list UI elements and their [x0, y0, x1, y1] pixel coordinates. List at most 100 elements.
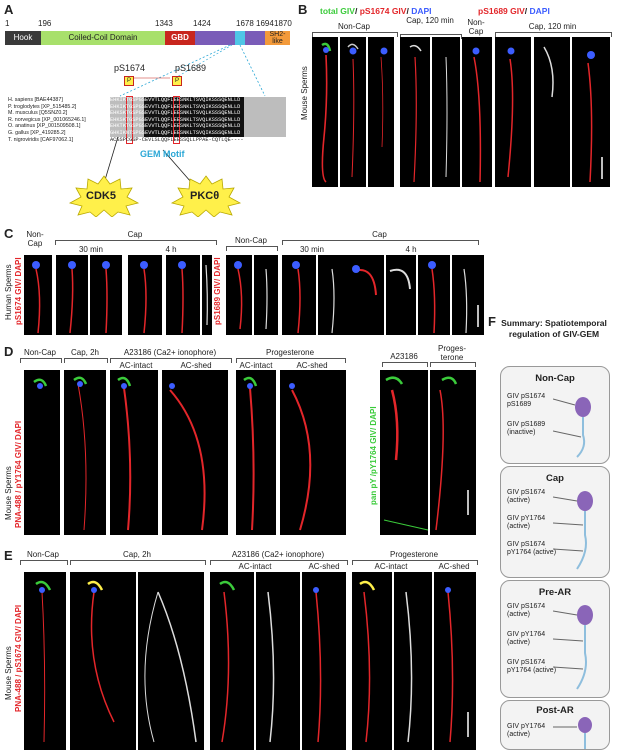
sequence-row: EHKSKTGSPGSEVVTLQQFLEESNKLTSVQLKSSSQENLL…	[110, 116, 241, 123]
pos-1424: 1424	[193, 19, 211, 28]
micrograph-tile	[24, 255, 52, 335]
micrograph-tile	[452, 255, 484, 335]
header-b-noncap-2: Non-Cap	[467, 18, 485, 36]
species-row: T. nigroviridis [CAF97062.1]	[8, 136, 74, 143]
header-c-noncap-1: Non-Cap	[26, 230, 44, 248]
sequence-alignment: EHKIKTGSPGSEVVTLQQFLEESNKLTSVQIKSSSQENLL…	[110, 96, 286, 144]
sequence-row: EHKSKTGSPGSEVVTLQQFLEESNKLTSVQLKSSSQENLL…	[110, 110, 241, 117]
site-ps1689: pS1689	[175, 63, 207, 73]
header-c-noncap-2: Non-Cap	[234, 236, 267, 245]
micrograph-tile	[430, 370, 476, 535]
micrograph-tile	[138, 572, 204, 750]
header-d-prog: Progesterone	[265, 348, 315, 357]
header-e-prog: Progesterone	[389, 550, 439, 559]
ps1674-box	[126, 96, 133, 144]
hook-domain: Hook	[5, 31, 41, 45]
summary-box-title: Cap	[546, 473, 564, 484]
micrograph-tile	[210, 572, 254, 750]
micrograph-tile	[202, 255, 212, 335]
panel-e-side-label: Mouse Sperms	[4, 646, 13, 700]
summary-title: Summary: Spatiotemporal regulation of GI…	[501, 318, 607, 339]
micrograph-tile	[64, 370, 106, 535]
header-d-noncap: Non-Cap	[23, 348, 56, 357]
panel-d-side-label: Mouse Sperms	[4, 466, 13, 520]
cdk5-label: CDK5	[86, 190, 116, 202]
summary-box-pre-ar: Pre-AR GIV pS1674 (active) GIV pY1764 (a…	[500, 580, 610, 698]
species-row: O. anatinus [XP_001509508.1]	[8, 123, 81, 130]
species-list: H. sapiens [BAE44387] P. troglodytes [XP…	[8, 97, 88, 143]
header-c-30min-2: 30 min	[299, 245, 324, 254]
header-e-cap2h: Cap, 2h	[122, 550, 152, 559]
panel-e-micrographs	[24, 572, 476, 750]
micrograph-tile	[280, 370, 346, 535]
micrograph-tile	[162, 370, 228, 535]
pkc-burst	[170, 175, 242, 217]
micrograph-tile	[226, 255, 252, 335]
micrograph-tile	[70, 572, 136, 750]
header-d-acshed-1: AC-shed	[180, 361, 212, 370]
micrograph-tile	[110, 370, 158, 535]
pos-1678: 1678	[236, 19, 254, 28]
header-c-4h-2: 4 h	[405, 245, 417, 254]
micrograph-tile	[256, 572, 300, 750]
summary-item: GIV pS1674 (active)	[507, 489, 546, 504]
micrograph-tile	[56, 255, 88, 335]
micrograph-tile	[434, 572, 476, 750]
panel-c-side-label: Human Sperms	[4, 264, 13, 320]
sperm-icon	[553, 491, 593, 570]
summary-box-cap: Cap GIV pS1674 (active) GIV pY1764 (acti…	[500, 466, 610, 578]
header-d-cap2h: Cap, 2h	[70, 348, 100, 357]
species-row: G. gallus [XP_419285.2]	[8, 129, 66, 136]
ps1689-box	[173, 96, 180, 144]
micrograph-tile	[394, 572, 432, 750]
c-terminal-domain	[195, 31, 235, 45]
giv-domain-bar: Hook Coiled-Coil Domain GBD SH2-like	[5, 31, 290, 45]
pos-1343: 1343	[155, 19, 173, 28]
micrograph-tile	[380, 370, 429, 535]
micrograph-tile	[236, 370, 276, 535]
micrograph-tile	[90, 255, 122, 335]
micrograph-tile	[318, 255, 348, 335]
header-d-a23187: A23186 (Ca2+ ionophore)	[123, 348, 217, 357]
micrograph-tile	[495, 37, 531, 187]
header-c-4h-1: 4 h	[165, 245, 177, 254]
panel-label-d: D	[4, 344, 14, 359]
species-row: R. norvegicus [XP_001065246.1]	[8, 116, 86, 123]
header-e-noncap: Non-Cap	[26, 550, 59, 559]
pos-1694: 1694	[256, 19, 274, 28]
summary-box-title: Non-Cap	[535, 373, 575, 384]
summary-box-title: Post-AR	[536, 705, 574, 716]
panel-b-side-label: Mouse Sperms	[300, 66, 309, 120]
micrograph-tile	[432, 37, 460, 187]
micrograph-tile	[302, 572, 346, 750]
panel-label-a: A	[4, 2, 14, 17]
panel-label-c: C	[4, 226, 14, 241]
summary-item: GIV pY1764 (active)	[507, 515, 546, 530]
micrograph-tile	[24, 572, 66, 750]
micrograph-tile	[418, 255, 450, 335]
panel-c-left-stain: pS1674 GIV/ DAPI	[14, 257, 23, 325]
summary-item: GIV pY1764 (active)	[507, 631, 546, 646]
species-row: M. musculus [Q5SNZ0.2]	[8, 110, 68, 117]
micrograph-tile	[572, 37, 610, 187]
sequence-row: EHKIKTGSPGSEVVTLQQFLEESNKLTSVQIKSSSQENLL…	[110, 103, 241, 110]
gbd-domain: GBD	[165, 31, 195, 45]
panel-label-e: E	[4, 548, 13, 563]
pos-1: 1	[5, 19, 10, 28]
header-d-acintact-2: AC-intact	[239, 361, 273, 370]
gem-motif-label: GEM Motif	[140, 149, 185, 159]
header-b-cap-2: Cap, 120 min	[528, 22, 577, 31]
phospho-p-right: P	[172, 76, 182, 86]
header-c-30min-1: 30 min	[78, 245, 103, 254]
micrograph-tile	[254, 255, 278, 335]
micrograph-tile	[282, 255, 316, 335]
header-e-acshed-1: AC-shed	[308, 562, 340, 571]
gem-motif-region	[235, 31, 245, 45]
summary-box-post-ar: Post-AR GIV pY1764 (active)	[500, 700, 610, 750]
summary-box-noncap: Non-Cap GIV pS1674 pS1689 GIV pS1689 (in…	[500, 366, 610, 464]
micrograph-tile	[400, 37, 430, 187]
panel-b-title-left: total GIV/ pS1674 GIV/ DAPI	[320, 6, 432, 16]
coiled-coil-domain: Coiled-Coil Domain	[41, 31, 165, 45]
header-e-a23187: A23186 (Ca2+ ionophore)	[231, 550, 325, 559]
sperm-icon	[553, 397, 591, 458]
